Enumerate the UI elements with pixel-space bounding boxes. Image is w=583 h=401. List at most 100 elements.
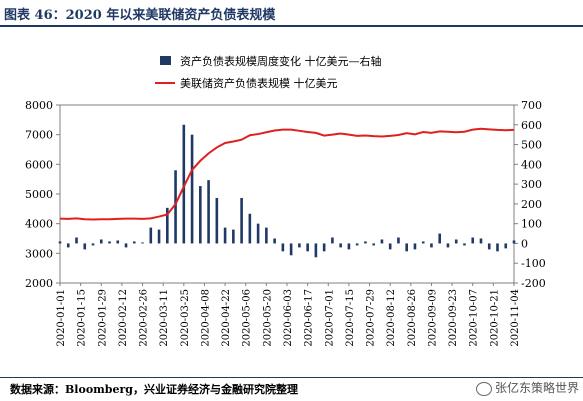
x-tick-label: 2020-07-29 (366, 289, 377, 347)
source-note: 数据来源：Bloomberg，兴业证券经济与金融研究院整理 (10, 383, 298, 396)
x-tick-label: 2020-03-11 (159, 289, 170, 347)
bar (240, 197, 243, 244)
bar (298, 243, 301, 248)
bar (479, 238, 483, 244)
bar (99, 239, 103, 244)
bar (331, 237, 334, 244)
bar (471, 237, 475, 244)
x-tick-label: 2020-01-29 (97, 289, 108, 347)
bar (421, 241, 425, 244)
bar (232, 229, 235, 244)
bar (83, 243, 87, 250)
y-right-tick-label: 0 (521, 237, 528, 250)
x-tick-label: 2020-04-22 (221, 289, 232, 347)
x-tick-label: 2020-07-15 (345, 289, 356, 347)
bar (58, 241, 62, 244)
y-left-tick-label: 7000 (25, 129, 53, 142)
y-right-tick-label: 700 (521, 99, 542, 112)
bar (314, 243, 318, 258)
bar (446, 243, 450, 248)
bar (174, 170, 177, 244)
y-right-tick-label: 600 (521, 119, 542, 132)
bar (149, 227, 153, 244)
y-right-tick-label: 100 (521, 218, 542, 231)
watermark-text: 张亿东策略世界 (494, 381, 579, 395)
bar (116, 240, 120, 244)
bar (512, 240, 516, 244)
y-right-tick-label: 300 (521, 178, 542, 191)
x-tick-label: 2020-11-04 (510, 289, 521, 347)
bar (347, 243, 351, 250)
legend-bar-label: 资产负债表规模周度变化 十亿美元—右轴 (180, 54, 382, 68)
legend-bar-swatch (160, 56, 171, 65)
bar (438, 233, 442, 244)
bar (430, 243, 433, 248)
bar (256, 223, 260, 244)
x-tick-label: 2020-04-08 (201, 289, 212, 347)
y-right-tick-label: 200 (521, 198, 542, 211)
x-tick-label: 2020-06-03 (283, 289, 294, 347)
bar (75, 237, 78, 244)
bar (207, 180, 210, 244)
x-tick-label: 2020-09-23 (448, 289, 459, 347)
bar (380, 239, 384, 244)
y-right-tick-label: 500 (521, 139, 542, 152)
x-tick-label: 2020-08-26 (407, 289, 418, 347)
x-tick-label: 2020-01-01 (56, 289, 67, 347)
bar (273, 238, 276, 244)
legend-line-label: 美联储资产负债表规模 十亿美元 (180, 76, 338, 90)
y-right-tick-label: 400 (521, 158, 542, 171)
bar (454, 239, 458, 244)
y-left-tick-label: 3000 (25, 247, 53, 260)
x-tick-label: 2020-05-06 (242, 289, 253, 347)
bar (223, 227, 227, 244)
bar (215, 197, 219, 244)
bar (339, 243, 342, 248)
x-tick-label: 2020-05-20 (262, 289, 273, 347)
bar (322, 243, 326, 252)
bar (182, 124, 186, 244)
bar (141, 242, 144, 244)
chart-title: 图表 46：2020 年以来美联储资产负债表规模 (4, 8, 276, 23)
bar (108, 241, 111, 244)
y-left-tick-label: 8000 (25, 99, 53, 112)
x-tick-label: 2020-07-01 (324, 289, 335, 347)
bar (66, 243, 70, 248)
y-left-tick-label: 2000 (25, 277, 53, 290)
bar (281, 243, 285, 252)
watermark: 张亿东策略世界 (475, 379, 579, 396)
y-left-tick-label: 6000 (25, 158, 53, 171)
y-right-tick-label: -200 (521, 277, 546, 290)
y-left-tick-label: 4000 (25, 218, 53, 231)
source-divider (0, 377, 583, 378)
bar (124, 243, 128, 248)
bar (306, 243, 309, 252)
y-left-tick-label: 5000 (25, 188, 53, 201)
x-tick-labels: 2020-01-01 2020-01-15 2020-01-29 2020-02-12… (56, 289, 521, 347)
title-divider (0, 25, 583, 27)
bar (355, 243, 359, 246)
bar (166, 207, 169, 244)
bar (265, 227, 268, 244)
axes: 2000 3000 4000 5000 6000 7000 8000 -200 -100 0 100… (25, 99, 546, 290)
bar (91, 243, 95, 246)
x-tick-label: 2020-03-25 (180, 289, 191, 347)
bar (248, 213, 252, 244)
bar (157, 229, 161, 244)
x-tick-label: 2020-08-12 (386, 289, 397, 347)
bar (405, 243, 408, 252)
bar (364, 241, 367, 244)
bar (463, 243, 466, 246)
bar (504, 243, 508, 249)
x-tick-label: 2020-10-21 (489, 289, 500, 347)
x-tick-label: 2020-02-26 (139, 289, 150, 347)
bar (372, 243, 375, 246)
x-tick-label: 2020-10-07 (469, 289, 480, 347)
bar (487, 243, 491, 250)
x-tick-label: 2020-01-15 (77, 289, 88, 347)
balance-sheet-line (59, 127, 515, 221)
bar (397, 237, 400, 244)
wechat-icon (475, 381, 492, 396)
